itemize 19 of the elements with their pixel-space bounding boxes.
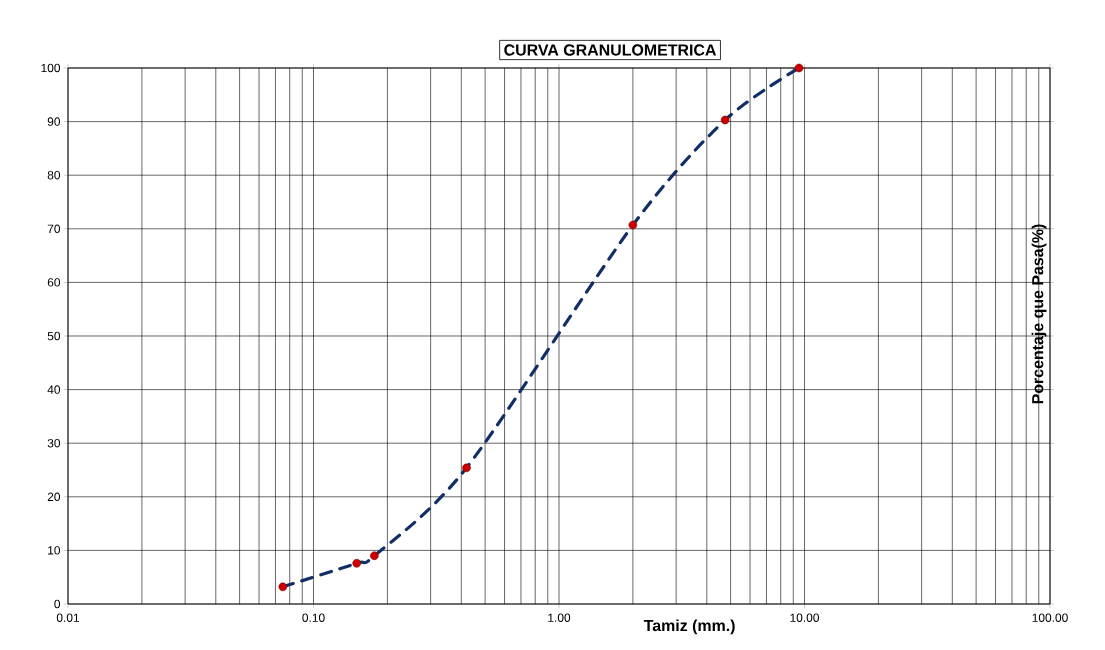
- y-tick-label: 10: [48, 546, 61, 555]
- y-tick-label: 0: [54, 599, 61, 609]
- x-tick-label: 1.00: [548, 613, 571, 622]
- x-tick-label: 100.00: [1032, 613, 1068, 622]
- y-tick-label: 70: [47, 224, 61, 234]
- y-tick-label: 90: [47, 117, 61, 126]
- chart-title: CURVA GRANULOMETRICA: [504, 44, 717, 56]
- y-tick-label: 100: [41, 63, 61, 73]
- y-tick-label: 30: [47, 438, 61, 448]
- y-tick-label: 20: [47, 492, 61, 502]
- x-tick-label: 0.01: [56, 613, 80, 622]
- y-tick-label: 60: [47, 278, 61, 287]
- x-tick-label: 0.10: [302, 613, 325, 622]
- y-axis-title: Porcentaje que Pasa(%): [1031, 224, 1047, 404]
- x-tick-label: 10.00: [790, 613, 819, 622]
- y-tick-label: 40: [47, 385, 61, 394]
- y-tick-label: 80: [47, 170, 61, 180]
- y-tick-label: 50: [47, 331, 61, 341]
- x-axis-title: Tamiz (mm.): [643, 619, 735, 635]
